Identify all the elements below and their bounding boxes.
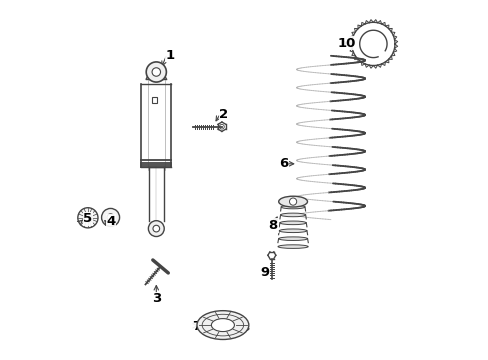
Circle shape xyxy=(289,198,296,205)
Circle shape xyxy=(148,221,164,237)
Ellipse shape xyxy=(279,229,306,233)
Ellipse shape xyxy=(279,221,305,225)
Circle shape xyxy=(102,208,120,226)
Ellipse shape xyxy=(278,196,307,207)
Circle shape xyxy=(78,208,98,228)
Ellipse shape xyxy=(280,213,305,217)
Ellipse shape xyxy=(281,205,305,209)
Text: 8: 8 xyxy=(268,219,277,232)
Text: 5: 5 xyxy=(83,212,92,225)
Ellipse shape xyxy=(197,324,248,333)
Text: 2: 2 xyxy=(219,108,228,121)
Text: 4: 4 xyxy=(106,215,115,228)
Ellipse shape xyxy=(211,319,234,332)
Circle shape xyxy=(84,214,92,222)
Ellipse shape xyxy=(278,237,307,240)
Text: 3: 3 xyxy=(152,292,161,305)
Circle shape xyxy=(153,225,159,232)
Ellipse shape xyxy=(197,311,248,339)
Text: 7: 7 xyxy=(192,320,201,333)
Circle shape xyxy=(152,68,160,76)
Text: 1: 1 xyxy=(166,49,175,62)
Ellipse shape xyxy=(277,245,307,248)
Circle shape xyxy=(107,214,114,221)
Text: 6: 6 xyxy=(279,157,288,170)
Circle shape xyxy=(146,62,166,82)
Text: 9: 9 xyxy=(260,266,268,279)
Text: 10: 10 xyxy=(337,37,355,50)
